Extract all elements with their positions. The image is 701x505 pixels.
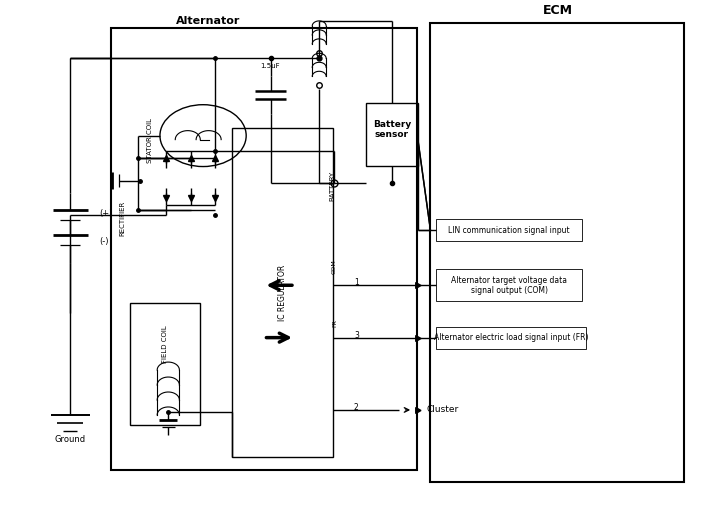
- Bar: [366, 103, 418, 166]
- Text: FR: FR: [332, 319, 337, 327]
- Text: COM: COM: [332, 260, 337, 274]
- Text: 2: 2: [354, 403, 359, 412]
- Bar: [436, 269, 582, 301]
- Bar: [232, 128, 333, 458]
- Bar: [130, 302, 200, 425]
- Bar: [111, 28, 416, 470]
- Text: Battery
sensor: Battery sensor: [373, 120, 411, 139]
- Text: (-): (-): [100, 237, 109, 246]
- Text: RECTIFIER: RECTIFIER: [119, 200, 125, 235]
- Text: Alternator: Alternator: [176, 16, 240, 26]
- Bar: [436, 327, 585, 348]
- Bar: [430, 23, 684, 482]
- Text: ECM: ECM: [543, 5, 573, 18]
- Text: IC REGULATOR: IC REGULATOR: [278, 265, 287, 321]
- Text: FIELD COIL: FIELD COIL: [162, 325, 168, 363]
- Text: Alternator target voltage data
signal output (COM): Alternator target voltage data signal ou…: [451, 276, 567, 295]
- Text: BATTERY: BATTERY: [329, 170, 335, 200]
- Bar: [436, 219, 582, 241]
- Text: Ground: Ground: [55, 435, 86, 444]
- Text: (+): (+): [100, 210, 113, 219]
- Text: LIN communication signal input: LIN communication signal input: [448, 226, 570, 235]
- Text: 1: 1: [354, 278, 359, 287]
- Text: Cluster: Cluster: [427, 406, 459, 415]
- Text: Alternator electric load signal input (FR): Alternator electric load signal input (F…: [433, 333, 588, 342]
- Text: STATOR COIL: STATOR COIL: [147, 118, 154, 163]
- Text: 3: 3: [354, 331, 359, 340]
- Text: 1.5uF: 1.5uF: [261, 63, 280, 69]
